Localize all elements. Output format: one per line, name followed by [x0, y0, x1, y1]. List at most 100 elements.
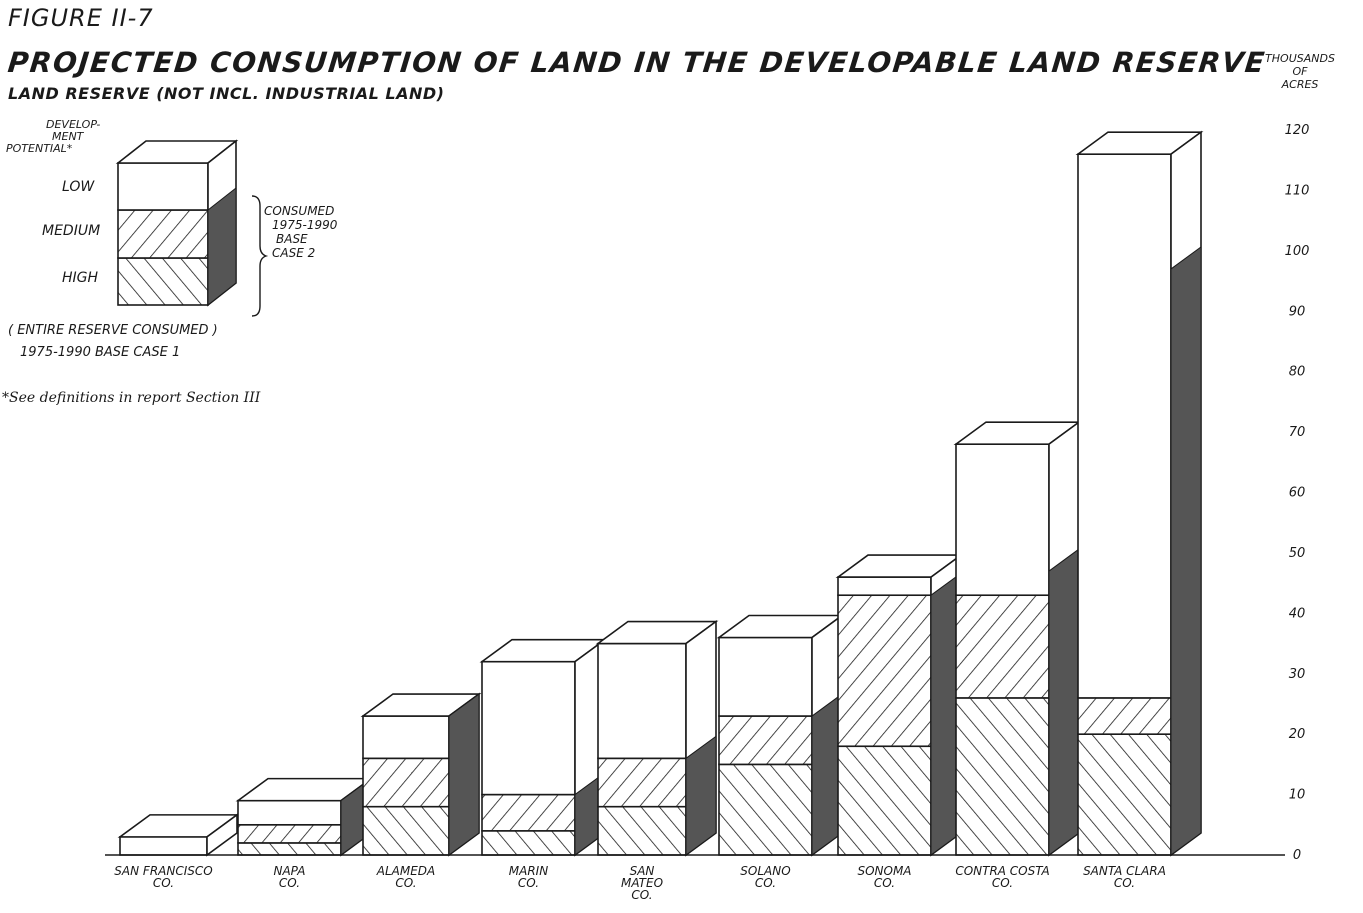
- category-label: ALAMEDA CO.: [376, 864, 436, 890]
- category-label-line: CO.: [153, 876, 174, 890]
- legend-entire-note-line: ( ENTIRE RESERVE CONSUMED ): [8, 323, 218, 338]
- bar-segment-high: [481, 830, 576, 856]
- category-label: SOLANO CO.: [740, 864, 790, 890]
- category-label: CONTRA COSTA CO.: [955, 864, 1049, 890]
- figure-label: FIGURE II-7: [8, 4, 154, 32]
- category-label: SAN MATEO CO.: [621, 864, 663, 902]
- bars-layer: SAN FRANCISCO CO.NAPA CO.ALAMEDA CO.MARIN CO…: [114, 130, 1204, 902]
- bar-segment-low: [718, 636, 813, 717]
- category-label-line: SAN: [630, 864, 655, 878]
- legend: DEVELOP-MENT POTENTIAL* LOW MEDIUM HIGH CONSU…: [6, 118, 338, 360]
- bar-segment-high: [1077, 733, 1172, 856]
- bar-group: CONTRA COSTA CO.: [953, 420, 1082, 890]
- bar-segment-medium: [837, 594, 932, 748]
- bar-segment-high: [237, 842, 342, 856]
- legend-entire-note-line: 1975-1990 BASE CASE 1: [20, 345, 180, 360]
- bar-segment-high: [597, 805, 687, 856]
- bar-segment-high: [837, 745, 932, 856]
- legend-label-low: LOW: [62, 179, 95, 195]
- bar-segment-medium: [1077, 697, 1172, 735]
- bar-group: NAPA CO.: [235, 777, 374, 890]
- category-label-line: CO.: [279, 876, 300, 890]
- y-tick-label: 50: [1289, 546, 1306, 561]
- y-tick-label: 70: [1289, 425, 1306, 440]
- bar-group: SAN FRANCISCO CO.: [114, 813, 240, 890]
- bar-segment-low: [481, 660, 576, 796]
- legend-consumed-note-line: CONSUMED: [264, 204, 334, 218]
- y-tick-label: 90: [1289, 304, 1306, 319]
- category-label-line: ALAMEDA: [376, 864, 436, 878]
- y-tick-label: 20: [1289, 727, 1306, 742]
- category-label: MARIN CO.: [509, 864, 548, 890]
- legend-title-line: MENT: [52, 130, 85, 143]
- y-axis-title-line: ACRES: [1281, 78, 1319, 91]
- bar-segment-low: [837, 576, 932, 597]
- bar-side-consumed: [685, 735, 717, 856]
- category-label-line: NAPA: [273, 864, 305, 878]
- legend-brace: [251, 195, 269, 317]
- category-label-line: CO.: [874, 876, 895, 890]
- category-label-line: CO.: [395, 876, 416, 890]
- legend-consumed-note-line: CASE 2: [272, 246, 315, 260]
- y-axis-title-line: THOUSANDS: [1265, 52, 1335, 65]
- y-tick-label: 100: [1285, 244, 1310, 259]
- legend-swatch-medium: [117, 209, 209, 259]
- category-label: SONOMA CO.: [857, 864, 911, 890]
- legend-title-line: POTENTIAL*: [6, 142, 73, 155]
- bar-segment-low: [955, 443, 1050, 597]
- footnote: *See definitions in report Section III: [2, 390, 261, 406]
- category-label: NAPA CO.: [273, 864, 305, 890]
- y-tick-label: 120: [1285, 123, 1310, 138]
- legend-label-medium: MEDIUM: [42, 223, 100, 239]
- y-axis: 0 10 20 30 40 50 60 70 80 90 100 110 120 THOUSANDS OF A…: [105, 52, 1335, 863]
- bar-segment-medium: [955, 594, 1050, 699]
- bar-segment-medium: [718, 715, 813, 766]
- bar-group: SONOMA CO.: [835, 553, 964, 890]
- y-tick-label: 10: [1289, 788, 1306, 803]
- y-axis-title-line: OF: [1293, 65, 1309, 78]
- bar-segment-low: [237, 799, 342, 826]
- bar-side-consumed: [448, 693, 480, 856]
- legend-title: DEVELOP-MENT POTENTIAL*: [6, 118, 100, 155]
- y-tick-label: 80: [1289, 365, 1306, 380]
- bar-side-face: [206, 813, 238, 857]
- chart-subtitle: LAND RESERVE (NOT INCL. INDUSTRIAL LAND): [8, 84, 445, 103]
- bar-segment-low: [362, 715, 450, 760]
- category-label-line: CO.: [518, 876, 539, 890]
- category-label: SANTA CLARA CO.: [1083, 864, 1166, 890]
- category-label-line: SOLANO: [740, 864, 790, 878]
- legend-side-consumed: [207, 186, 237, 307]
- category-label-line: SAN FRANCISCO: [114, 864, 212, 878]
- bar-side-consumed: [1170, 245, 1202, 856]
- y-tick-label: 30: [1289, 667, 1306, 682]
- bar-group: SOLANO CO.: [716, 613, 845, 890]
- bar-segment-medium: [481, 793, 576, 832]
- category-label-line: CO.: [755, 876, 776, 890]
- category-label-line: CO.: [631, 888, 652, 902]
- bar-segment-medium: [237, 823, 342, 844]
- y-tick-label: 0: [1293, 848, 1301, 863]
- legend-consumed-note-line: 1975-1990: [272, 218, 338, 232]
- bar-segment-high: [718, 763, 813, 856]
- bar-segment-medium: [597, 757, 687, 808]
- bar-group: MARIN CO.: [479, 638, 608, 890]
- legend-entire-note: ( ENTIRE RESERVE CONSUMED ) 1975-1990 BAS…: [8, 323, 218, 360]
- category-label-line: MATEO: [621, 876, 663, 890]
- bar-segment-medium: [362, 757, 450, 808]
- y-axis-title: THOUSANDS OF ACRES: [1265, 52, 1335, 91]
- y-tick-label: 40: [1289, 606, 1306, 621]
- bar-segment-high: [955, 697, 1050, 856]
- legend-label-high: HIGH: [62, 270, 99, 286]
- bar-group: SAN MATEO CO.: [595, 619, 719, 902]
- y-tick-label: 110: [1285, 183, 1310, 198]
- bar-segment-low: [1077, 153, 1172, 699]
- category-label-line: SANTA CLARA: [1083, 864, 1166, 878]
- category-label: SAN FRANCISCO CO.: [114, 864, 212, 890]
- bar-side-consumed: [1048, 548, 1080, 856]
- legend-title-line: DEVELOP-: [46, 118, 100, 131]
- legend-consumed-note: CONSUMED 1975-1990 BASE CASE 2: [264, 204, 338, 260]
- category-label-line: MARIN: [509, 864, 548, 878]
- legend-consumed-note-line: BASE: [276, 232, 308, 246]
- bar-group: ALAMEDA CO.: [360, 692, 482, 890]
